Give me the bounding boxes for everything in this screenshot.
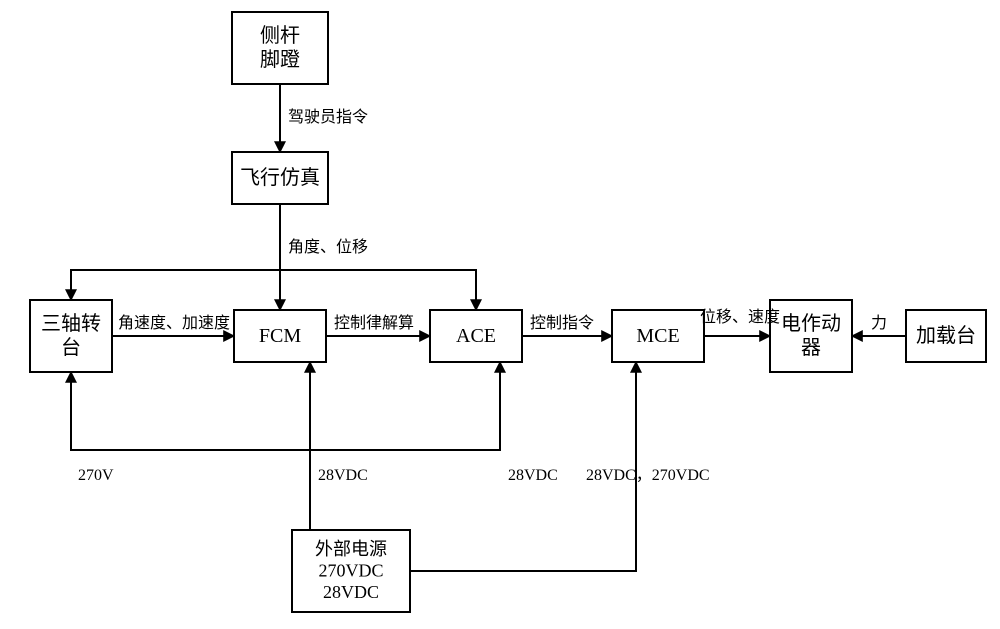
- edge-e-fan-ace: [280, 270, 476, 310]
- edge-label-e-ace-mce: 控制指令: [530, 314, 594, 332]
- node-rect-turntable: [30, 300, 112, 372]
- nodes-layer: 侧杆脚蹬飞行仿真三轴转台FCMACEMCE电作动器加载台外部电源270VDC28…: [30, 12, 986, 612]
- edge-e-power-ace: [310, 362, 500, 450]
- node-label-power-2: 28VDC: [323, 582, 379, 602]
- edge-label-e-fcm-ace: 控制律解算: [334, 313, 414, 332]
- node-label-actuator-1: 器: [801, 337, 821, 359]
- node-label-turntable-0: 三轴转: [41, 312, 101, 335]
- edge-e-fan-turntable: [71, 270, 280, 300]
- node-label-flightsim-0: 飞行仿真: [240, 166, 320, 189]
- node-label-ace-0: ACE: [456, 325, 496, 347]
- flowchart-canvas: 侧杆脚蹬飞行仿真三轴转台FCMACEMCE电作动器加载台外部电源270VDC28…: [0, 0, 1000, 629]
- edge-label-e-power-fcm: 28VDC: [318, 467, 368, 484]
- node-label-fcm-0: FCM: [259, 325, 301, 347]
- edge-label-e-turntable-fcm: 角速度、加速度: [118, 314, 230, 332]
- node-turntable: 三轴转台: [30, 300, 112, 372]
- node-mce: MCE: [612, 310, 704, 362]
- edge-labels-layer: 驾驶员指令角度、位移角速度、加速度 控制律解算 控制指令 位移、速度 力 28VDC 270…: [78, 108, 887, 484]
- node-label-turntable-1: 台: [61, 336, 81, 359]
- edge-label-e-power-ace: 28VDC: [508, 467, 558, 484]
- edge-label-e-mce-actuator: 位移、速度: [700, 308, 780, 326]
- edge-e-power-turntable: [71, 372, 310, 450]
- node-label-actuator-0: 电作动: [781, 312, 841, 335]
- node-power: 外部电源270VDC28VDC: [292, 530, 410, 612]
- node-sidestick: 侧杆脚蹬: [232, 12, 328, 84]
- node-label-power-0: 外部电源: [315, 539, 387, 559]
- node-flightsim: 飞行仿真: [232, 152, 328, 204]
- node-label-sidestick-0: 侧杆: [260, 24, 300, 47]
- edge-label-e-sidestick-flightsim: 驾驶员指令: [288, 108, 368, 126]
- node-rect-actuator: [770, 300, 852, 372]
- edge-label-e-power-mce: 28VDC，270VDC: [586, 467, 710, 484]
- edge-label-e-loadstand-actuator: 力: [871, 314, 887, 332]
- node-label-mce-0: MCE: [636, 325, 679, 347]
- node-actuator: 电作动器: [770, 300, 852, 372]
- node-rect-sidestick: [232, 12, 328, 84]
- node-label-sidestick-1: 脚蹬: [260, 48, 300, 71]
- node-ace: ACE: [430, 310, 522, 362]
- node-label-loadstand-0: 加载台: [916, 324, 976, 347]
- node-fcm: FCM: [234, 310, 326, 362]
- node-loadstand: 加载台: [906, 310, 986, 362]
- node-label-power-1: 270VDC: [318, 560, 383, 580]
- edge-label-e-power-turntable: 270V: [78, 467, 114, 484]
- edge-label-e-flightsim-fan: 角度、位移: [288, 238, 368, 256]
